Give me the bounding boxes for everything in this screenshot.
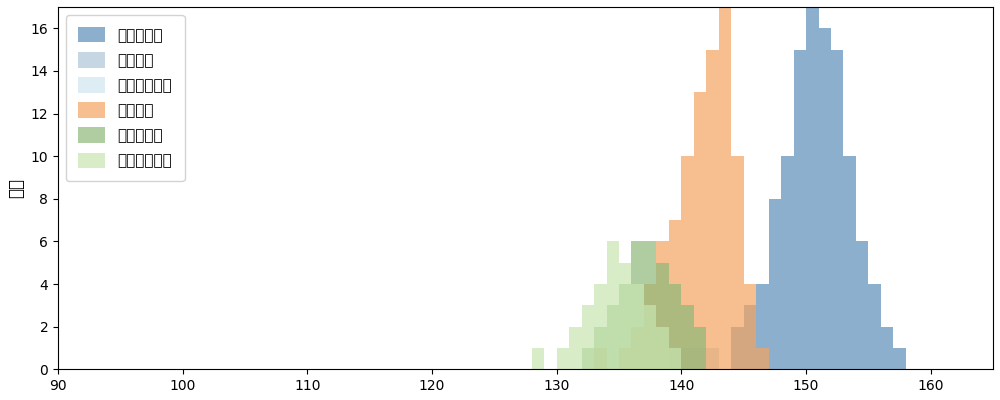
Bar: [619, 284, 631, 369]
Bar: [694, 348, 706, 369]
Bar: [594, 348, 607, 369]
Bar: [868, 284, 881, 369]
Bar: [831, 50, 843, 369]
Bar: [744, 284, 756, 369]
Bar: [694, 92, 706, 369]
Bar: [669, 284, 681, 369]
Bar: [794, 50, 806, 369]
Legend: ストレート, シュート, カットボール, フォーク, スライダー, 縦スライダー: ストレート, シュート, カットボール, フォーク, スライダー, 縦スライダー: [66, 14, 185, 181]
Bar: [582, 305, 594, 369]
Bar: [669, 348, 681, 369]
Bar: [706, 50, 719, 369]
Bar: [781, 156, 794, 369]
Bar: [731, 156, 744, 369]
Bar: [631, 284, 644, 369]
Bar: [756, 348, 769, 369]
Bar: [744, 305, 756, 369]
Bar: [644, 305, 656, 369]
Bar: [644, 242, 656, 369]
Bar: [756, 284, 769, 369]
Bar: [656, 327, 669, 369]
Bar: [669, 220, 681, 369]
Bar: [706, 348, 719, 369]
Bar: [631, 327, 644, 369]
Bar: [656, 263, 669, 369]
Bar: [644, 284, 656, 369]
Bar: [719, 7, 731, 369]
Bar: [806, 7, 819, 369]
Bar: [694, 348, 706, 369]
Bar: [557, 348, 569, 369]
Bar: [681, 348, 694, 369]
Bar: [656, 242, 669, 369]
Bar: [569, 327, 582, 369]
Bar: [619, 348, 631, 369]
Bar: [843, 156, 856, 369]
Bar: [819, 28, 831, 369]
Bar: [681, 305, 694, 369]
Bar: [607, 305, 619, 369]
Bar: [681, 348, 694, 369]
Bar: [594, 284, 607, 369]
Bar: [881, 327, 893, 369]
Bar: [619, 263, 631, 369]
Bar: [856, 242, 868, 369]
Bar: [731, 327, 744, 369]
Bar: [532, 348, 544, 369]
Bar: [769, 199, 781, 369]
Bar: [681, 156, 694, 369]
Bar: [706, 348, 719, 369]
Bar: [694, 327, 706, 369]
Bar: [607, 242, 619, 369]
Bar: [594, 327, 607, 369]
Y-axis label: 球数: 球数: [7, 178, 25, 198]
Bar: [631, 242, 644, 369]
Bar: [669, 348, 681, 369]
Bar: [582, 348, 594, 369]
Bar: [893, 348, 906, 369]
